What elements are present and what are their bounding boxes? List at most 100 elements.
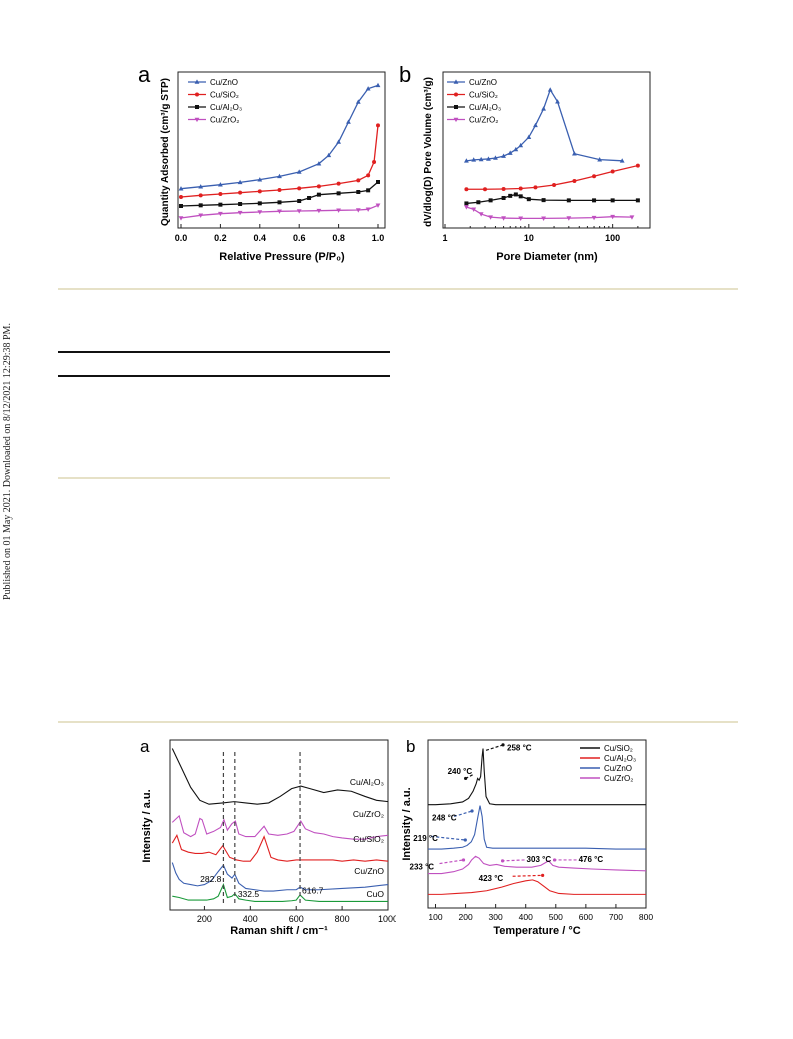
- series-line-cu-al-o: [171, 748, 389, 805]
- data-point-cu-zro: [316, 208, 322, 214]
- series-line-cu-zno: [466, 88, 623, 162]
- data-point-cu-sio: [316, 184, 321, 189]
- bet-isotherm-chart: a 0.0 0.2 0.4 0.6 0.8 1.0 Cu/ZnO Cu/SiO₂ Cu/Al₂…: [138, 62, 386, 263]
- y-axis-label: dV/dlog(D) Pore Volume (cm³/g): [423, 77, 434, 227]
- data-point-cu-al-o: [592, 198, 597, 203]
- data-point-cu-zno: [257, 177, 263, 182]
- series-line-cu-sio: [428, 748, 646, 806]
- data-point-cu-zno: [518, 142, 524, 148]
- data-point-cu-sio: [610, 169, 615, 174]
- data-point-cu-sio: [533, 185, 538, 190]
- annotation-240-c: 240 °C: [448, 767, 473, 776]
- trace-label-cu-zno: Cu/ZnO: [354, 866, 384, 876]
- data-point-cu-zro: [336, 208, 341, 213]
- x-tick-label: 400: [243, 914, 258, 924]
- data-point-cu-zro: [463, 205, 469, 210]
- data-point-cu-zro: [471, 207, 477, 212]
- legend-marker: [453, 117, 459, 123]
- peak-label-282-8: 282.8: [200, 874, 222, 884]
- data-point-cu-zro: [257, 210, 263, 215]
- data-point-cu-sio: [464, 187, 469, 192]
- legend-item-cu-sio: Cu/SiO₂: [604, 744, 633, 753]
- annotation-arrow: [512, 874, 543, 877]
- data-point-cu-al-o: [513, 192, 518, 197]
- annotation-arrowhead: [464, 776, 468, 781]
- data-point-cu-zno: [237, 179, 243, 185]
- data-point-cu-zno: [541, 106, 546, 111]
- data-point-cu-sio: [635, 163, 640, 168]
- tpr-chart: b 100 200 300 400 500 600 700 800 Cu/SiO₂Cu/Al₂…: [401, 737, 653, 937]
- data-point-cu-al-o: [179, 204, 183, 208]
- trace-label-cu-zro: Cu/ZrO₂: [353, 809, 384, 819]
- annotation-arrowhead: [552, 858, 557, 862]
- data-point-cu-sio: [218, 192, 223, 196]
- legend-marker: [454, 92, 458, 97]
- data-point-cu-al-o: [366, 188, 371, 193]
- legend: Cu/ZnO Cu/SiO₂ Cu/Al₂O₃ Cu/ZrO₂: [447, 78, 501, 125]
- data-point-cu-al-o: [508, 193, 513, 198]
- data-point-cu-al-o: [526, 197, 531, 202]
- series-line-cu-zro: [180, 204, 379, 219]
- data-point-cu-al-o: [218, 202, 223, 207]
- annotation-248-c: 248 °C: [432, 813, 457, 822]
- x-tick-label: 0.2: [214, 233, 227, 243]
- x-axis-label: Pore Diameter (nm): [496, 251, 598, 263]
- data-point-cu-zro: [198, 213, 204, 218]
- data-point-cu-zro: [566, 216, 572, 221]
- data-point-cu-zro: [610, 214, 616, 220]
- data-point-cu-al-o: [501, 195, 506, 200]
- series-line-cu-zno: [180, 84, 379, 190]
- x-tick-label: 0.8: [332, 233, 345, 243]
- data-point-cu-sio: [238, 190, 243, 195]
- x-tick-label: 100: [428, 912, 442, 922]
- x-tick-label: 400: [519, 912, 533, 922]
- series-layer: [463, 87, 640, 221]
- data-point-cu-al-o: [356, 190, 361, 194]
- legend-item-cu-sio: Cu/SiO₂: [210, 91, 239, 100]
- data-point-cu-zno: [547, 87, 553, 92]
- data-point-cu-zro: [488, 215, 494, 220]
- data-point-cu-zro: [541, 216, 546, 221]
- series-line-cu-al-o: [428, 879, 646, 895]
- data-point-cu-zno: [526, 134, 532, 139]
- data-point-cu-al-o: [518, 194, 523, 199]
- data-point-cu-sio: [376, 123, 380, 128]
- data-point-cu-sio: [501, 186, 506, 191]
- annotation-arrowhead: [470, 809, 474, 813]
- data-point-cu-al-o: [476, 200, 481, 205]
- data-point-cu-zno: [513, 146, 519, 152]
- x-ticks: 0.0 0.2 0.4 0.6 0.8 1.0: [175, 224, 384, 243]
- data-point-cu-sio: [592, 174, 597, 179]
- y-axis-label: Quantity Adsorbed (cm³/g STP): [160, 78, 171, 226]
- data-point-cu-zro: [237, 210, 243, 216]
- data-point-cu-zno: [336, 139, 341, 144]
- data-point-cu-zno: [507, 150, 513, 155]
- x-ticks: 1 10 100: [442, 224, 639, 243]
- annotation-arrowhead: [500, 859, 505, 863]
- pore-size-chart: b 1 10 100 Cu/ZnO Cu/SiO₂ Cu/Al₂O₃ Cu/ZrO₂ Po…: [399, 62, 651, 263]
- data-point-cu-zno: [355, 99, 361, 104]
- annotation-arrow: [439, 859, 464, 865]
- series-line-cu-zno: [428, 805, 646, 850]
- data-point-cu-al-o: [566, 198, 571, 203]
- plot-frame: [427, 739, 647, 909]
- legend-marker: [195, 105, 199, 109]
- data-point-cu-zro: [355, 208, 361, 213]
- series-layer: [428, 748, 647, 895]
- data-point-cu-al-o: [635, 198, 640, 203]
- data-point-cu-zno: [316, 161, 322, 166]
- series-layer: [171, 748, 389, 902]
- annotation-arrowhead: [463, 838, 467, 842]
- annotation-303-c: 303 °C: [527, 855, 552, 864]
- x-axis-label: Raman shift / cm⁻¹: [230, 925, 328, 937]
- trace-labels: Cu/Al₂O₃ Cu/ZrO₂ Cu/SiO₂ Cu/ZnO CuO: [350, 777, 385, 899]
- x-axis-label: Relative Pressure (P/P₀): [219, 251, 345, 263]
- annotation-arrow: [485, 744, 504, 751]
- x-tick-label: 500: [549, 912, 563, 922]
- table-bottom-rule: [58, 477, 390, 479]
- data-point-cu-zro: [501, 216, 506, 221]
- data-point-cu-al-o: [464, 201, 469, 206]
- x-tick-label: 700: [609, 912, 623, 922]
- data-point-cu-zno: [493, 155, 498, 160]
